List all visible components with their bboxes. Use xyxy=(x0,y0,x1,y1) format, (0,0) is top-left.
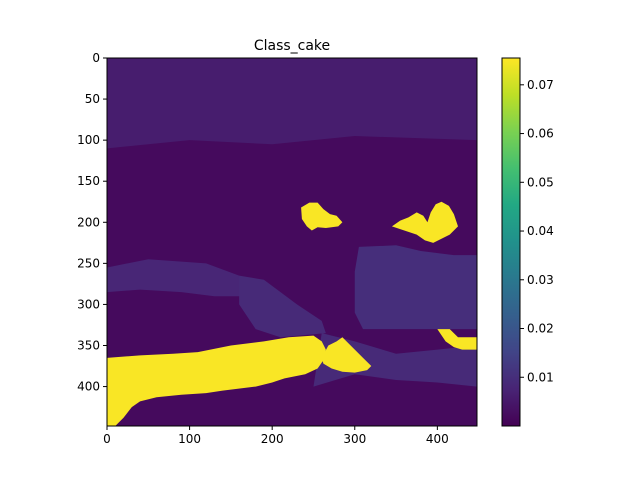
colorbar-tick-label: 0.03 xyxy=(527,273,554,287)
y-tick-label: 100 xyxy=(77,133,100,147)
colorbar-tick-label: 0.04 xyxy=(527,224,554,238)
y-tick-label: 400 xyxy=(77,380,100,394)
x-tick-label: 400 xyxy=(426,432,449,446)
x-tick-label: 100 xyxy=(178,432,201,446)
y-tick-label: 250 xyxy=(77,256,100,270)
y-tick-label: 200 xyxy=(77,215,100,229)
heatmap-region-cake-top-right xyxy=(391,201,459,243)
heatmap-region-background xyxy=(107,58,477,426)
x-tick-label: 0 xyxy=(103,432,111,446)
colorbar-tick-label: 0.05 xyxy=(527,175,554,189)
y-axis: 0 50 100 150 200 250 300 350 400 xyxy=(77,51,107,394)
heatmap-region-lower-right xyxy=(313,333,477,387)
colorbar-tick-label: 0.02 xyxy=(527,322,554,336)
x-tick-label: 300 xyxy=(343,432,366,446)
heatmap-region-cake-main xyxy=(107,335,326,426)
colorbar-tick-label: 0.07 xyxy=(527,78,554,92)
heatmap-region-cake-top-left xyxy=(301,202,343,231)
heatmap-image xyxy=(107,58,477,426)
heatmap-region-upper-band xyxy=(107,58,477,149)
colorbar-frame xyxy=(501,57,521,427)
y-tick-label: 150 xyxy=(77,174,100,188)
y-tick-label: 50 xyxy=(85,92,100,106)
x-axis: 0 100 200 300 400 xyxy=(103,426,449,446)
y-tick-label: 0 xyxy=(92,51,100,65)
colorbar-tick-label: 0.06 xyxy=(527,127,554,141)
colorbar-tick-label: 0.01 xyxy=(527,370,554,384)
colorbar xyxy=(502,58,520,426)
y-tick-label: 300 xyxy=(77,297,100,311)
heatmap-region-cake-middle xyxy=(321,337,372,373)
x-tick-label: 200 xyxy=(261,432,284,446)
heatmap-region-band-strip xyxy=(107,259,248,297)
heatmap-region-right-block xyxy=(354,245,477,330)
chart-title: Class_cake xyxy=(254,38,330,54)
y-tick-label: 350 xyxy=(77,339,100,353)
colorbar-axis: 0.01 0.02 0.03 0.04 0.05 0.06 0.07 xyxy=(520,78,554,384)
heatmap-region-cake-right-edge xyxy=(437,329,477,350)
plot-frame xyxy=(106,57,478,427)
heatmap-region-center-left xyxy=(239,275,326,338)
